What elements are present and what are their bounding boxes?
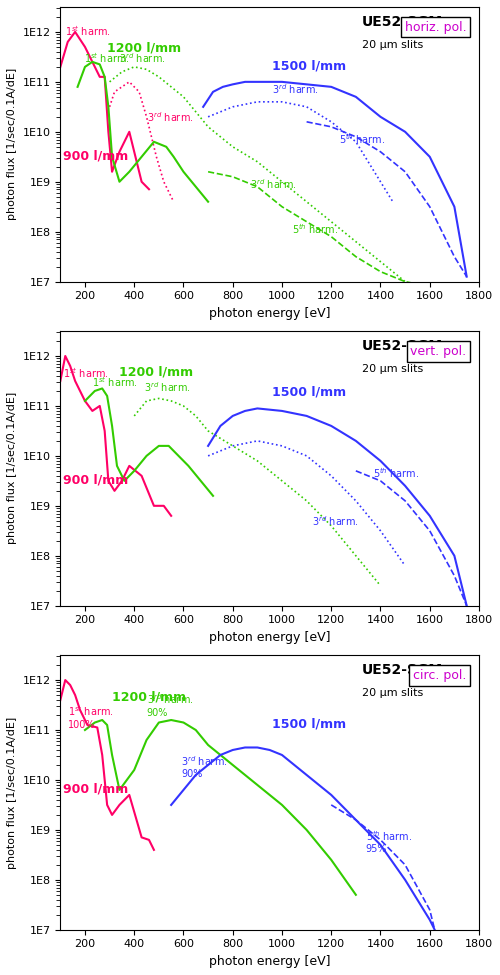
Y-axis label: photon flux [1/sec/0.1A/dE]: photon flux [1/sec/0.1A/dE] [7, 717, 17, 869]
Y-axis label: photon flux [1/sec/0.1A/dE]: photon flux [1/sec/0.1A/dE] [7, 392, 17, 544]
Text: 5$^{th}$ harm.: 5$^{th}$ harm. [292, 222, 338, 236]
Text: 1200 l/mm: 1200 l/mm [120, 366, 194, 379]
Text: 1500 l/mm: 1500 l/mm [272, 59, 346, 72]
Text: 3$^{rd}$ harm.: 3$^{rd}$ harm. [146, 110, 193, 124]
Text: 3$^{rd}$ harm.: 3$^{rd}$ harm. [144, 380, 190, 394]
Text: 1$^{st}$ harm.: 1$^{st}$ harm. [66, 24, 111, 38]
Text: horiz. pol.: horiz. pol. [405, 20, 466, 34]
Text: 1$^{st}$ harm.: 1$^{st}$ harm. [64, 367, 109, 380]
Text: 20 μm slits: 20 μm slits [362, 40, 423, 50]
Text: 1500 l/mm: 1500 l/mm [272, 386, 346, 399]
Text: 20 μm slits: 20 μm slits [362, 688, 423, 698]
X-axis label: photon energy [eV]: photon energy [eV] [209, 307, 330, 320]
Text: 900 l/mm: 900 l/mm [63, 782, 128, 796]
Text: 1500 l/mm: 1500 l/mm [272, 718, 346, 730]
Text: UE52-SGM: UE52-SGM [362, 339, 443, 353]
Text: 5$^{th}$ harm.: 5$^{th}$ harm. [338, 133, 385, 146]
Text: vert. pol.: vert. pol. [410, 345, 467, 358]
Text: 3$^{rd}$ harm.: 3$^{rd}$ harm. [250, 177, 296, 191]
Text: 900 l/mm: 900 l/mm [63, 473, 128, 487]
Text: UE52-SGM: UE52-SGM [362, 16, 443, 29]
Text: 3$^{rd}$ harm.
90%: 3$^{rd}$ harm. 90% [181, 754, 228, 779]
Text: 5$^{th}$ harm.
95%: 5$^{th}$ harm. 95% [366, 829, 412, 854]
Text: 1$^{st}$ harm.: 1$^{st}$ harm. [84, 51, 130, 65]
Text: 900 l/mm: 900 l/mm [63, 149, 128, 162]
Text: UE52-SGM: UE52-SGM [362, 663, 443, 678]
Text: 1$^{st}$ harm.: 1$^{st}$ harm. [92, 375, 138, 389]
Text: 1$^{st}$ harm.
100%: 1$^{st}$ harm. 100% [68, 704, 114, 729]
Text: 3$^{rd}$ harm.: 3$^{rd}$ harm. [272, 83, 318, 97]
Text: 1200 l/mm: 1200 l/mm [112, 690, 186, 703]
X-axis label: photon energy [eV]: photon energy [eV] [209, 956, 330, 968]
Text: 1200 l/mm: 1200 l/mm [107, 42, 182, 55]
Text: 3$^{rd}$ harm.
90%: 3$^{rd}$ harm. 90% [146, 692, 193, 718]
Text: 3$^{rd}$ harm.: 3$^{rd}$ harm. [312, 514, 358, 527]
Text: 3$^{rd}$ harm.: 3$^{rd}$ harm. [120, 51, 166, 65]
Y-axis label: photon flux [1/sec/0.1A/dE]: photon flux [1/sec/0.1A/dE] [7, 68, 17, 220]
Text: 20 μm slits: 20 μm slits [362, 364, 423, 374]
X-axis label: photon energy [eV]: photon energy [eV] [209, 631, 330, 644]
Text: 5$^{th}$ harm.: 5$^{th}$ harm. [373, 467, 420, 481]
Text: circ. pol.: circ. pol. [413, 669, 467, 682]
